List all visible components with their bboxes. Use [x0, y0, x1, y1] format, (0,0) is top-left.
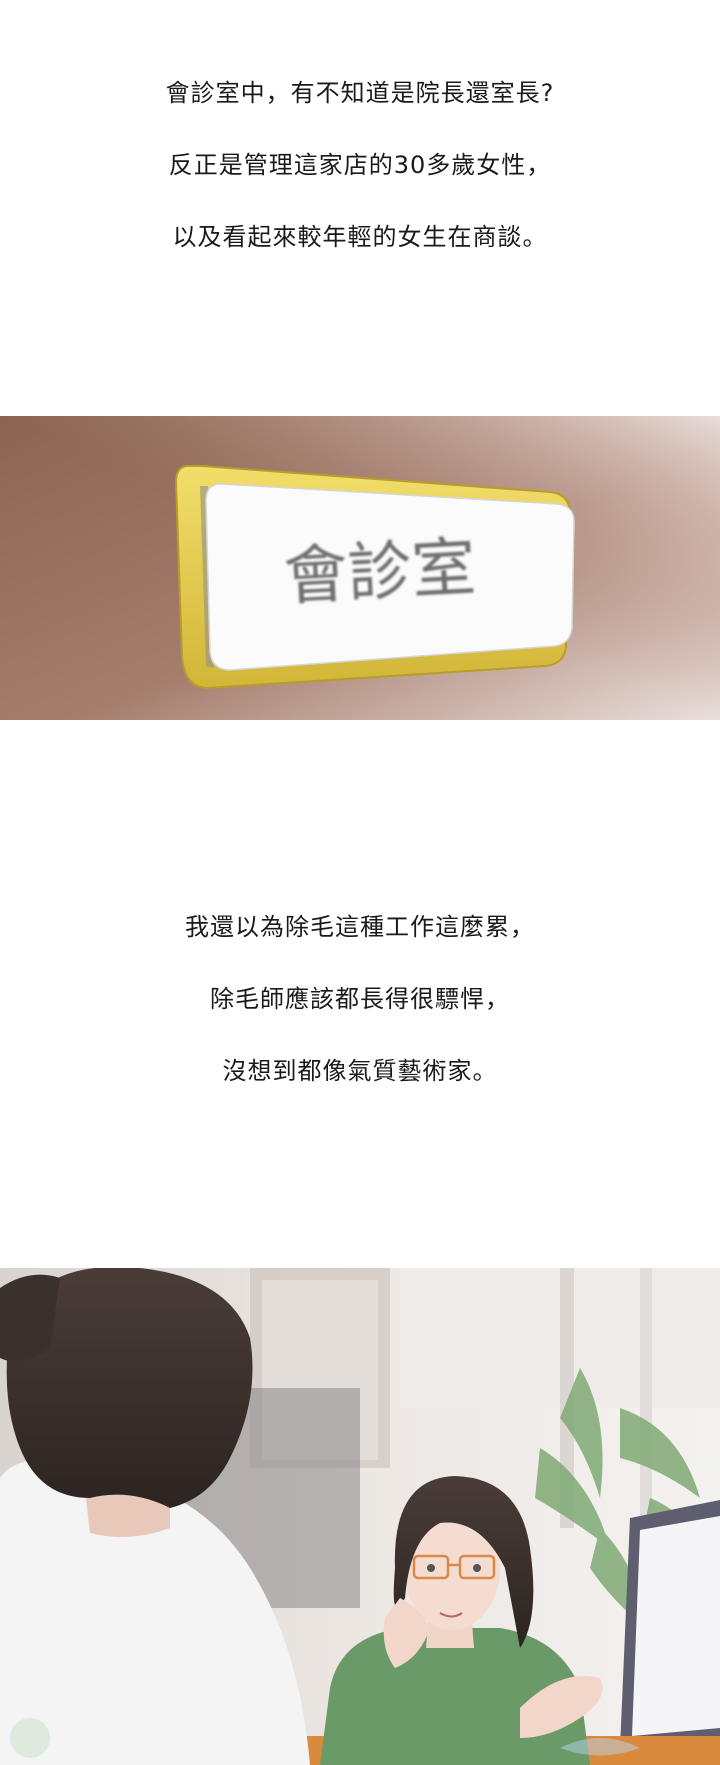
- man-character: [0, 1268, 310, 1765]
- mouth: [439, 1612, 463, 1618]
- woman-face: [404, 1506, 500, 1630]
- eye: [473, 1564, 481, 1572]
- woman-hand-gesture: [520, 1676, 603, 1738]
- eye: [427, 1564, 435, 1572]
- caption-line: 以及看起來較年輕的女生在商談。: [172, 223, 548, 251]
- man-hair: [6, 1268, 253, 1508]
- caption-block-top: 會診室中，有不知道是院長還室長? 反正是管理這家店的30多歲女性， 以及看起來較…: [0, 76, 720, 292]
- panel-door-sign: 會診室: [0, 416, 720, 720]
- man-hair-strand: [0, 1274, 60, 1362]
- caption-block-middle: 我還以為除毛這種工作這麼累， 除毛師應該都長得很驃悍， 沒想到都像氣質藝術家。: [0, 910, 720, 1126]
- caption-line: 會診室中，有不知道是院長還室長?: [165, 79, 555, 107]
- sign-text: 會診室: [282, 531, 478, 615]
- man-shirt: [0, 1460, 310, 1765]
- door-sign-illustration: 會診室: [0, 416, 720, 720]
- woman-hair: [393, 1476, 534, 1648]
- laptop: [620, 1500, 720, 1748]
- watermark-logo: [10, 1718, 640, 1758]
- consultation-scene-illustration: [0, 1268, 720, 1765]
- caption-line: 除毛師應該都長得很驃悍，: [210, 985, 510, 1013]
- wall-pillar: [640, 1268, 652, 1528]
- sign-face: [205, 483, 575, 671]
- panel-consultation-scene: [0, 1268, 720, 1765]
- glasses-icon: [412, 1554, 496, 1580]
- caption-line: 我還以為除毛這種工作這麼累，: [185, 913, 535, 941]
- woman-hand: [383, 1598, 430, 1668]
- woman-character: [320, 1476, 603, 1765]
- wall-pillar: [560, 1268, 574, 1528]
- caption-line: 反正是管理這家店的30多歲女性，: [168, 151, 552, 179]
- caption-line: 沒想到都像氣質藝術家。: [222, 1057, 498, 1085]
